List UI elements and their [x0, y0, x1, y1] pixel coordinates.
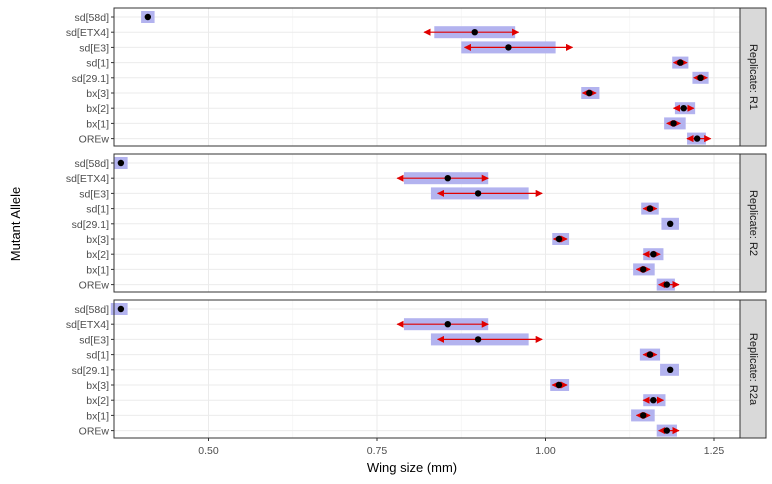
facet-strip: [739, 299, 767, 439]
y-tick-label: sd[ETX4]: [66, 173, 109, 185]
y-tick-label: sd[29.1]: [72, 73, 109, 85]
facet-strip: [739, 7, 767, 147]
facet-strip-label: Replicate: R1: [747, 44, 759, 110]
y-tick-label: bx[1]: [86, 410, 109, 422]
data-point: [555, 381, 563, 389]
y-tick-label: sd[E3]: [79, 334, 109, 346]
y-tick-label: bx[1]: [86, 264, 109, 276]
data-point: [666, 220, 674, 227]
data-point: [670, 120, 677, 127]
data-point: [474, 190, 482, 197]
data-point: [663, 427, 671, 434]
data-point: [117, 305, 125, 313]
y-tick-label: OREw: [79, 426, 110, 438]
x-tick-label: 1.25: [704, 445, 725, 457]
data-point: [693, 135, 701, 142]
y-tick-label: bx[2]: [86, 395, 109, 407]
y-tick-label: bx[3]: [86, 234, 109, 246]
y-tick-label: bx[3]: [86, 88, 109, 100]
y-axis-title: Mutant Allele: [8, 187, 23, 261]
y-tick-label: bx[2]: [86, 249, 109, 261]
facet-strip-label: Replicate: R2: [747, 190, 759, 256]
x-axis-title: Wing size (mm): [367, 460, 457, 475]
y-tick-label: bx[1]: [86, 118, 109, 130]
data-point: [144, 13, 152, 21]
data-point: [697, 74, 704, 82]
y-tick-label: sd[58d]: [75, 304, 110, 316]
x-tick-label: 1.00: [535, 445, 556, 457]
y-tick-label: sd[1]: [86, 350, 109, 362]
data-point: [640, 412, 647, 419]
y-tick-label: sd[E3]: [79, 42, 109, 54]
data-point: [663, 281, 671, 288]
data-point: [650, 251, 657, 258]
data-point: [444, 321, 451, 328]
data-point: [471, 29, 478, 36]
data-point: [640, 266, 647, 273]
data-point: [444, 175, 451, 182]
facet-strip-label: Replicate: R2a: [747, 333, 759, 406]
data-point: [505, 44, 512, 51]
y-tick-label: bx[2]: [86, 103, 109, 115]
data-point: [680, 105, 687, 112]
y-tick-label: OREw: [79, 280, 110, 292]
y-tick-label: bx[3]: [86, 380, 109, 392]
y-tick-label: sd[1]: [86, 204, 109, 216]
x-tick-label: 0.75: [367, 445, 388, 457]
y-tick-label: sd[1]: [86, 58, 109, 70]
y-tick-label: sd[58d]: [75, 158, 110, 170]
panel-background: [114, 8, 740, 146]
data-point: [117, 159, 125, 167]
data-point: [555, 235, 563, 243]
data-point: [474, 336, 482, 343]
data-point: [650, 397, 657, 404]
x-tick-label: 0.50: [198, 445, 219, 457]
y-tick-label: sd[58d]: [75, 12, 110, 24]
y-tick-label: sd[29.1]: [72, 365, 109, 377]
data-point: [646, 351, 654, 358]
y-tick-label: sd[ETX4]: [66, 319, 109, 331]
data-point: [677, 59, 684, 66]
facet-strip: [739, 153, 767, 293]
y-tick-label: sd[ETX4]: [66, 27, 109, 39]
data-point: [666, 366, 674, 373]
data-point: [586, 89, 593, 97]
y-tick-label: sd[29.1]: [72, 219, 109, 231]
data-point: [646, 205, 654, 212]
y-tick-label: sd[E3]: [79, 188, 109, 200]
y-tick-label: OREw: [79, 134, 110, 146]
